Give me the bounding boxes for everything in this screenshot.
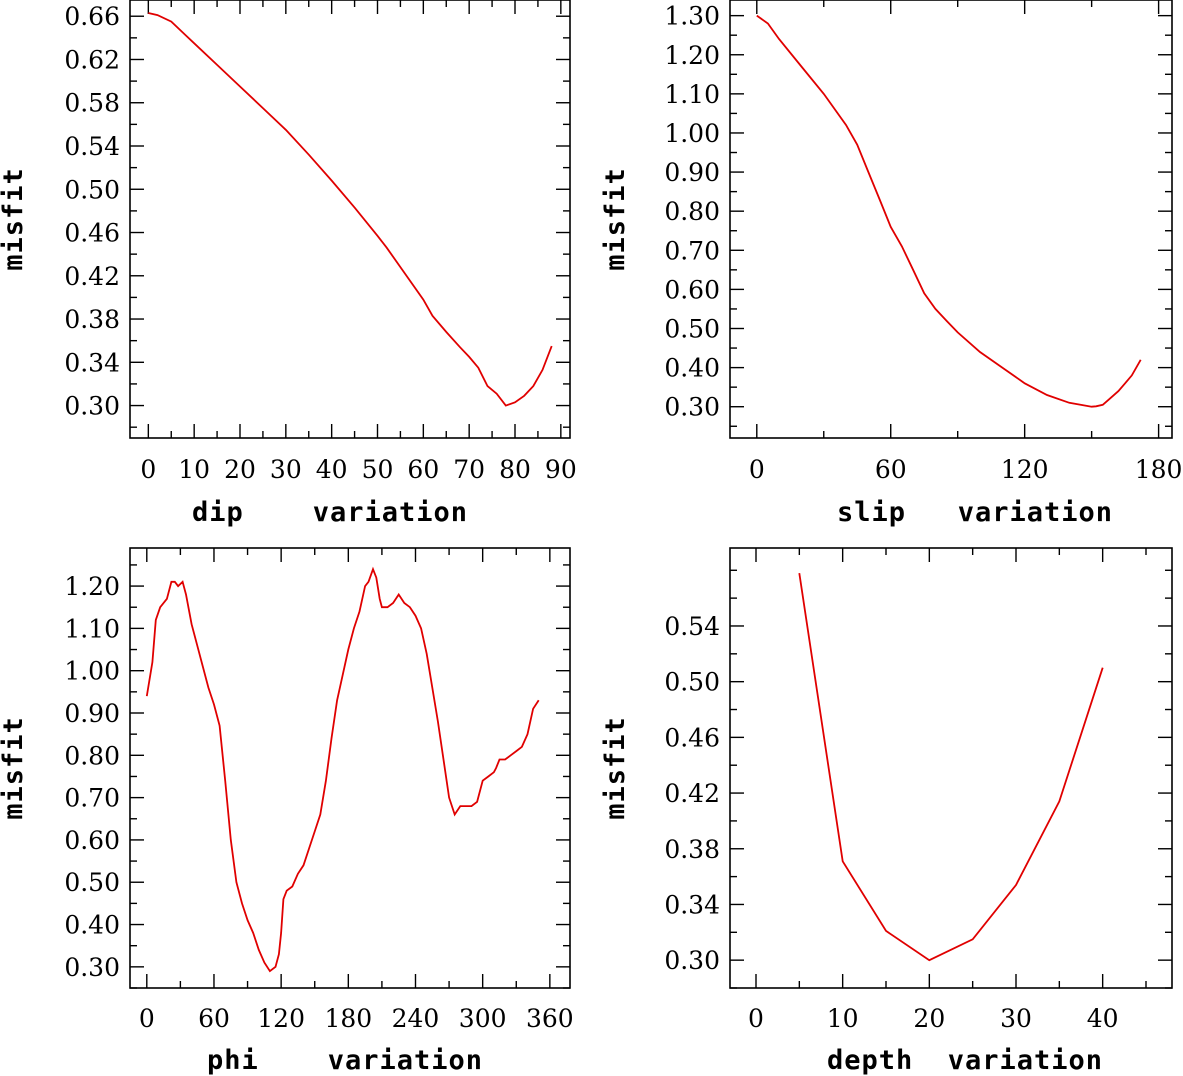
y-tick-label: 0.38 [64,305,120,334]
y-tick-label: 1.10 [664,80,720,109]
y-tick-label: 0.30 [664,393,720,422]
y-tick-label: 0.50 [664,315,720,344]
x-tick-label: 300 [459,1004,507,1033]
y-tick-label: 0.90 [664,158,720,187]
series-line-misfit [756,14,1142,408]
x-tick-label: 40 [1087,1004,1119,1033]
y-axis-title: misfit [600,167,631,271]
y-tick-label: 0.34 [664,890,720,919]
chart-panel-1: 0.30 0.34 0.38 0.42 0.46 0.50 0.54 0.58 0.62 0.66… [0,0,577,528]
y-tick-label: 0.54 [664,612,720,641]
y-axis-title: misfit [0,167,29,271]
series-line-misfit [145,566,540,973]
plot-frame [129,0,571,439]
x-tick-label: 30 [1000,1004,1032,1033]
y-tick-label: 1.10 [64,614,120,643]
x-tick-label: 0 [749,455,765,484]
x-tick-label: 70 [453,455,485,484]
y-tick-label: 0.30 [664,946,720,975]
plot-frame [729,0,1173,439]
x-tick-label: 30 [270,455,302,484]
x-tick-label: 10 [827,1004,859,1033]
series-line-misfit [798,572,1104,962]
y-tick-label: 1.20 [64,572,120,601]
y-tick-label: 0.62 [64,45,120,74]
y-tick-label: 0.50 [664,668,720,697]
y-tick-label: 0.80 [64,741,120,770]
chart-panel-4: 0.30 0.34 0.38 0.42 0.46 0.50 0.54 0 10 20 30 40 dep… [600,547,1173,1076]
x-tick-label: 10 [178,455,210,484]
y-tick-label: 0.30 [64,953,120,982]
x-tick-label: 0 [139,1004,155,1033]
x-axis-title: slip variation [837,497,1113,528]
y-tick-label: 0.46 [664,723,720,752]
y-tick-label: 0.40 [64,911,120,940]
y-tick-label: 1.20 [664,41,720,70]
plot-frame [129,547,571,989]
series-line-misfit [148,12,553,407]
y-tick-label: 1.00 [64,657,120,686]
x-axis-title: depth variation [827,1045,1103,1076]
x-tick-label: 360 [526,1004,574,1033]
y-tick-label: 0.30 [64,392,120,421]
x-tick-label: 60 [875,455,907,484]
y-tick-label: 0.50 [64,175,120,204]
y-axis-title: misfit [0,716,29,820]
x-tick-label: 120 [257,1004,305,1033]
x-tick-label: 0 [748,1004,764,1033]
x-tick-label: 50 [362,455,394,484]
y-tick-label: 0.80 [664,197,720,226]
y-tick-label: 0.60 [664,275,720,304]
y-tick-label: 0.46 [64,219,120,248]
y-tick-label: 0.50 [64,868,120,897]
x-tick-label: 90 [545,455,577,484]
x-axis-title: phi variation [207,1045,483,1076]
x-tick-label: 60 [198,1004,230,1033]
y-tick-label: 1.00 [664,119,720,148]
plot-frame [729,547,1173,989]
y-tick-label: 0.54 [64,132,120,161]
y-tick-label: 0.70 [664,236,720,265]
chart-panel-3: 0.30 0.40 0.50 0.60 0.70 0.80 0.90 1.00 1.10 1.20… [0,547,574,1076]
x-tick-label: 180 [324,1004,372,1033]
x-tick-label: 180 [1135,455,1183,484]
x-tick-label: 20 [913,1004,945,1033]
x-tick-label: 0 [140,455,156,484]
y-tick-label: 0.40 [664,354,720,383]
x-tick-label: 40 [316,455,348,484]
y-tick-label: 1.30 [664,2,720,31]
y-tick-label: 0.90 [64,699,120,728]
x-tick-label: 80 [499,455,531,484]
x-tick-label: 120 [1001,455,1049,484]
y-tick-label: 0.66 [64,2,120,31]
y-tick-label: 0.38 [664,835,720,864]
x-tick-label: 60 [407,455,439,484]
y-tick-label: 0.70 [64,784,120,813]
y-axis-title: misfit [600,716,631,820]
y-tick-label: 0.58 [64,89,120,118]
y-tick-label: 0.42 [64,262,120,291]
y-tick-label: 0.60 [64,826,120,855]
chart-panel-2: 0.30 0.40 0.50 0.60 0.70 0.80 0.90 1.00 1.10 1.20… [600,0,1182,528]
x-axis-title: dip variation [192,497,468,528]
x-tick-label: 20 [224,455,256,484]
y-tick-label: 0.42 [664,779,720,808]
y-tick-label: 0.34 [64,348,120,377]
x-tick-label: 240 [392,1004,440,1033]
